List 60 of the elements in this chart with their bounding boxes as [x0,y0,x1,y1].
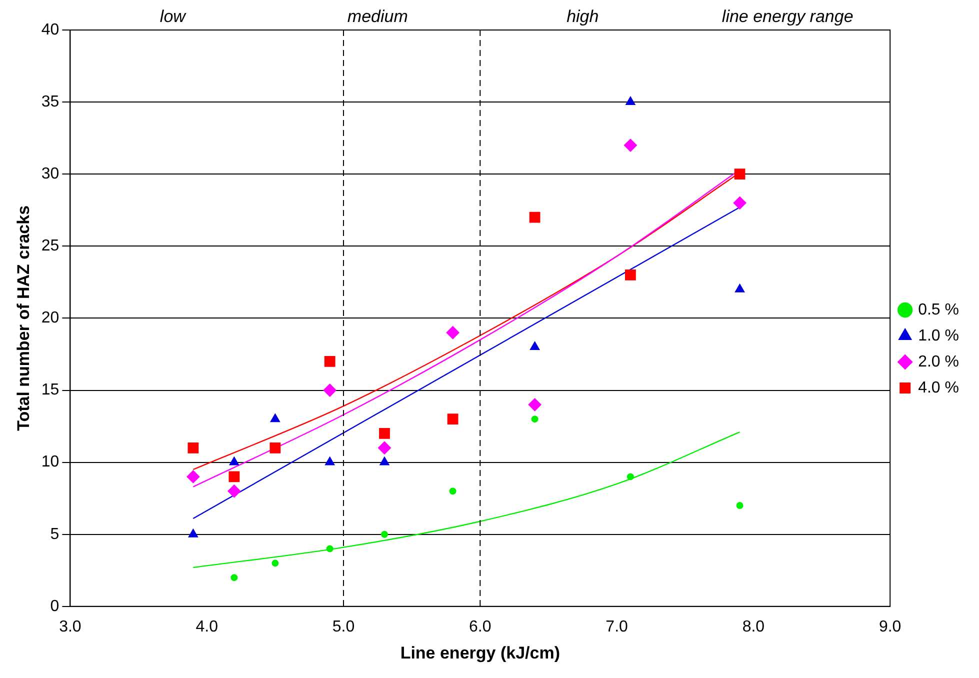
point [324,356,336,367]
point [626,96,636,106]
line-series [192,431,740,568]
point [270,442,281,454]
legend-label: 1.0 % [918,327,960,344]
point [325,456,335,466]
point [529,212,540,223]
point [531,416,538,423]
point [323,384,336,397]
y-tick-label: 20 [41,310,60,327]
point [626,473,634,480]
point [530,342,540,350]
x-tick-label: 6.0 [469,618,492,636]
x-tick-label: 5.0 [332,618,355,636]
x-axis-title: Line energy (kJ/cm) [400,643,560,662]
y-tick-label: 15 [41,382,60,399]
point [379,428,390,439]
text: low [160,7,188,26]
y-tick-label: 0 [50,598,60,615]
point [624,138,637,152]
x-tick-label: 9.0 [878,618,902,636]
point [272,560,279,567]
point [447,414,458,425]
point [230,574,238,582]
text: medium [347,7,408,26]
point [736,502,744,510]
point [188,528,198,538]
text: high [566,7,599,26]
point [326,545,334,552]
legend-label: 2.0 % [918,353,960,370]
y-tick-label: 30 [41,166,60,183]
x-tick-label: 3.0 [59,618,82,636]
point [625,270,636,280]
point [734,168,746,180]
point [378,441,391,454]
point [229,456,240,466]
point [380,456,390,466]
y-tick-label: 10 [41,454,60,471]
x-tick-label: 7.0 [606,618,628,636]
x-tick-label: 4.0 [196,618,218,636]
point [186,470,200,484]
legend-label: 4.0 % [918,379,960,396]
y-tick-label: 40 [41,21,60,38]
point [188,442,199,454]
y-tick-label: 25 [41,238,60,255]
y-tick-label: 35 [41,93,60,110]
x-tick-label: 8.0 [742,618,765,636]
legend-label: 0.5 % [918,301,960,318]
point [733,196,746,210]
point [528,398,542,412]
point [228,471,240,482]
point [734,284,745,292]
point [446,326,460,340]
point [380,530,388,538]
point [449,488,456,495]
text: line energy range [722,7,854,26]
y-tick-label: 5 [50,526,60,543]
point [270,414,280,422]
y-axis-title: Total number of HAZ cracks [14,205,33,431]
point [228,484,241,498]
